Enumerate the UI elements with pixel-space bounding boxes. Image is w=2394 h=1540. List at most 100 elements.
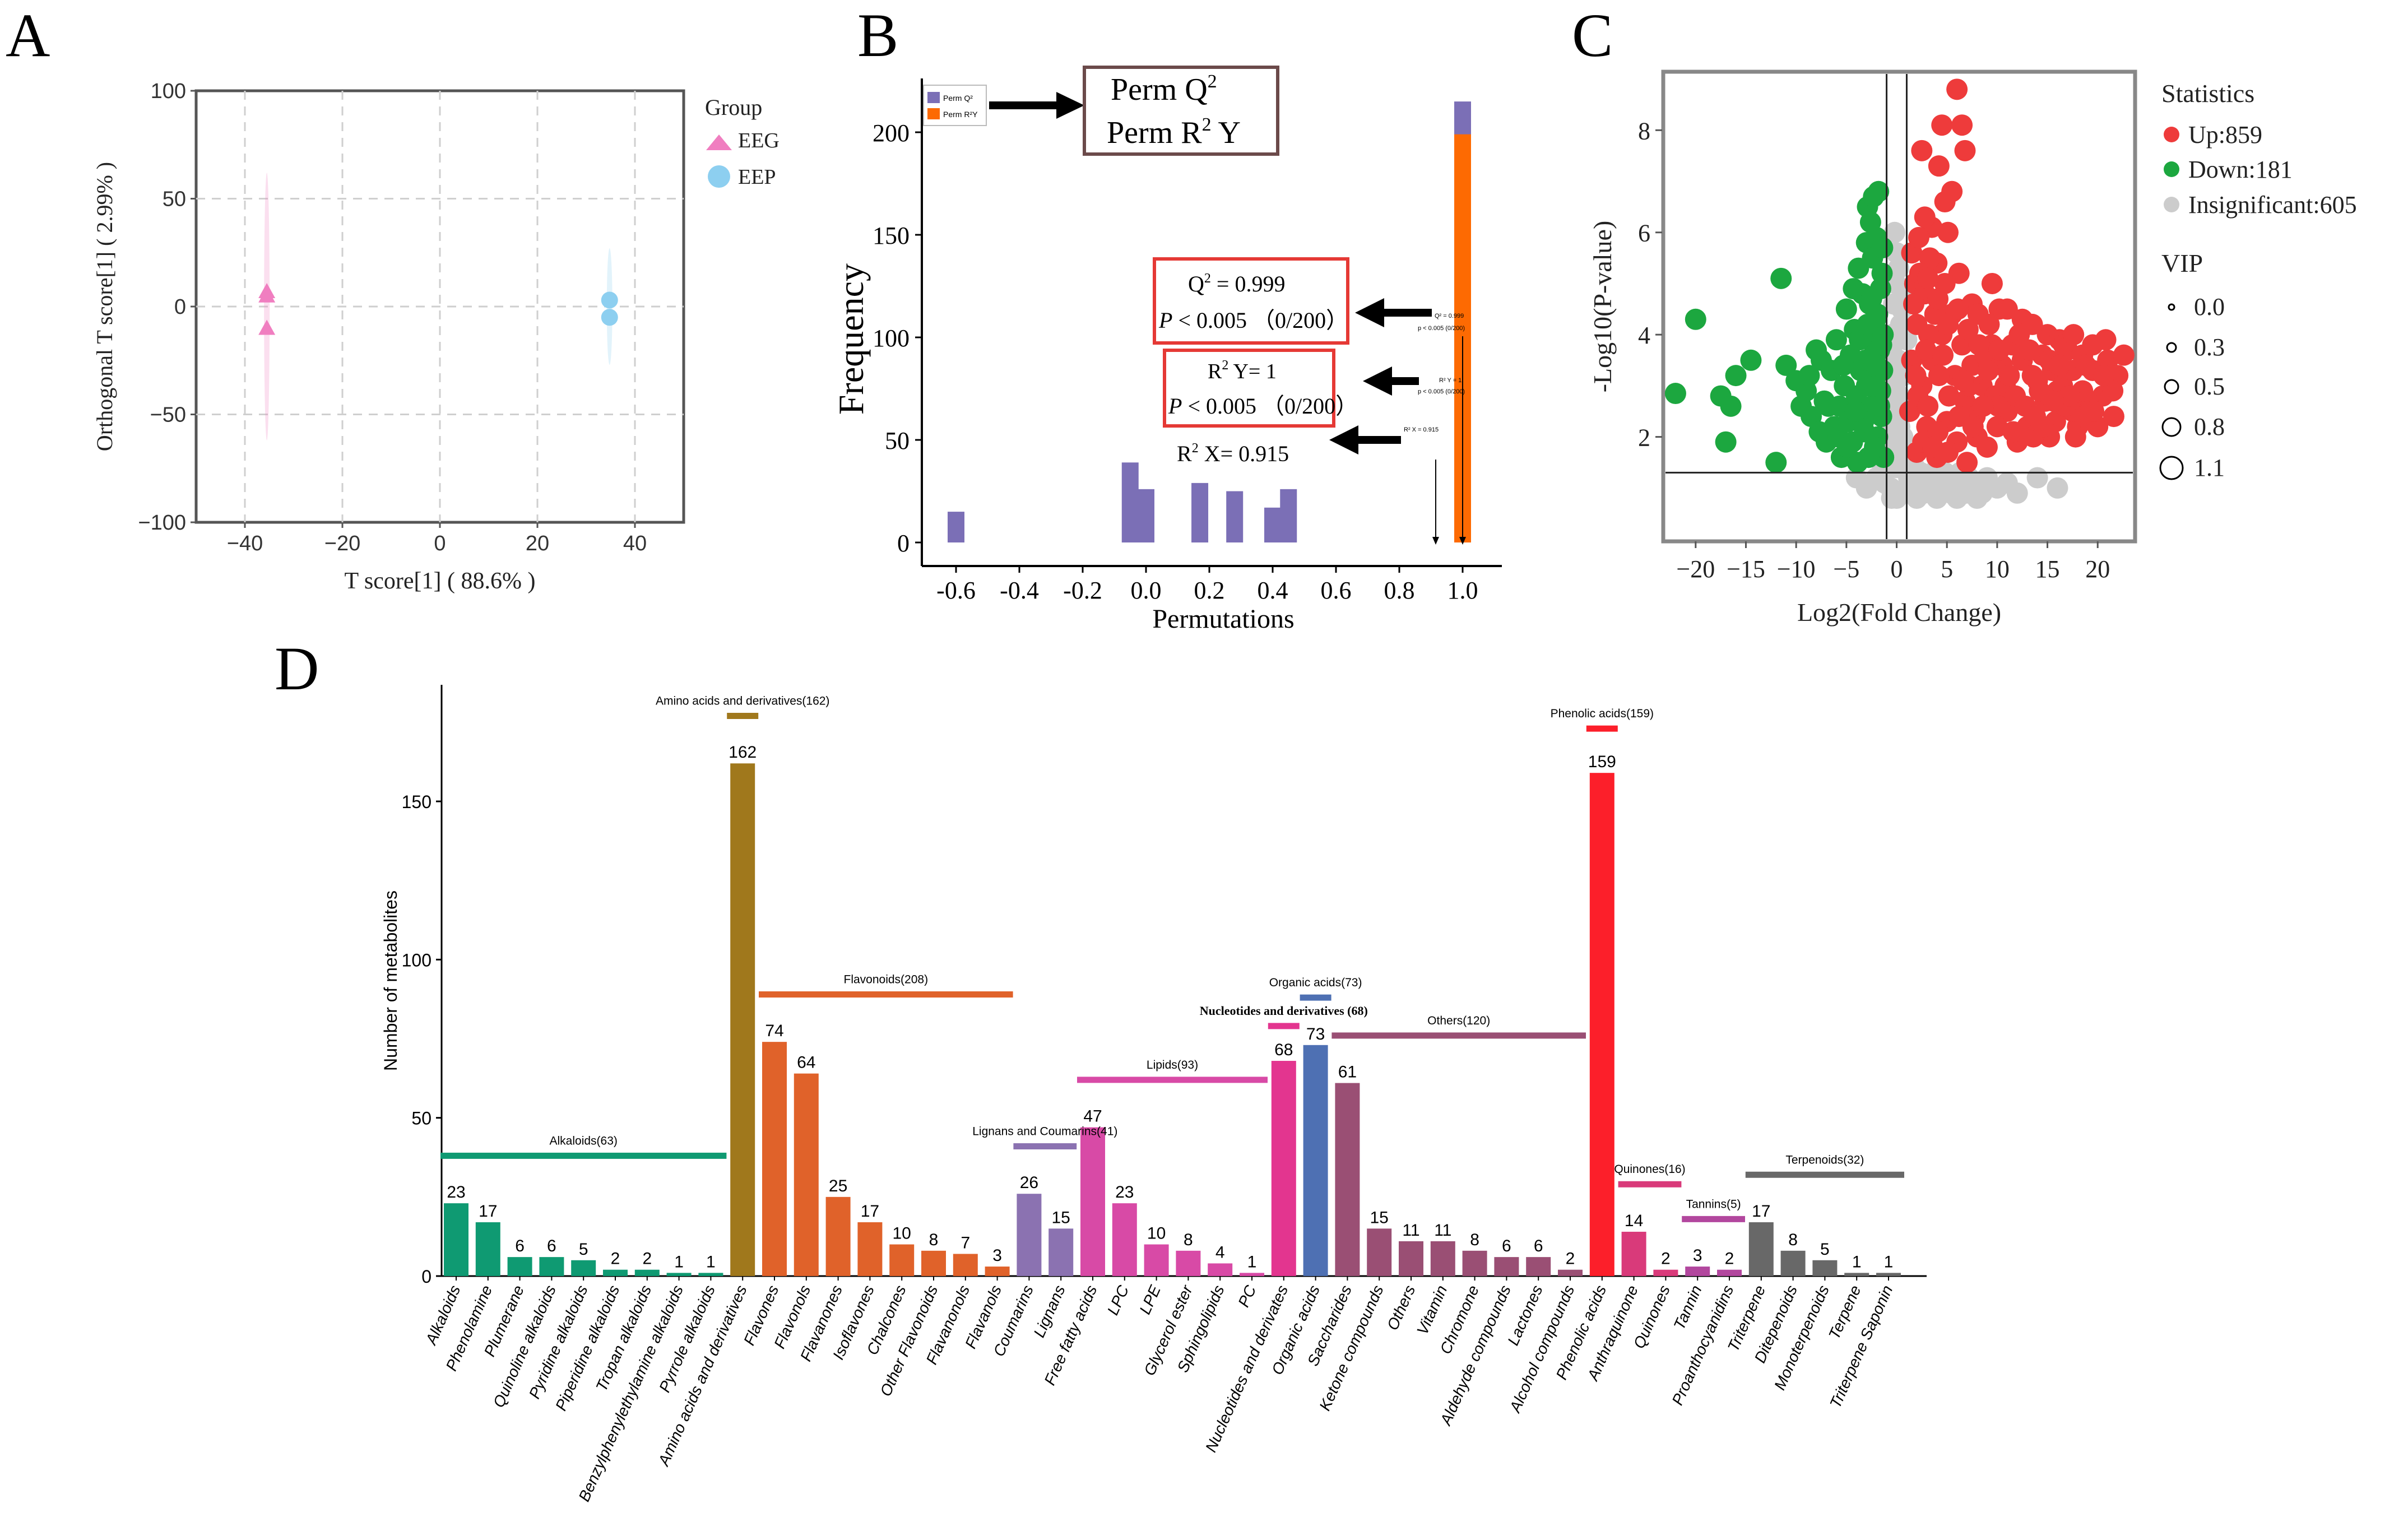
- panel-d-y-ticks: 0 50 100 150: [402, 792, 442, 1287]
- panel-d-bar-value-label: 6: [515, 1237, 525, 1255]
- panel-letter-a: A: [6, 1, 50, 69]
- panel-d-y-axis-label: Number of metabolites: [381, 890, 401, 1071]
- panel-c-point-down: [1836, 436, 1858, 458]
- panel-b-perm-q2-sup: 2: [1208, 71, 1217, 92]
- panel-c-point-down: [1861, 288, 1882, 310]
- panel-b-perm-r2y-text-a: Perm R: [1107, 115, 1202, 150]
- panel-c-point-insignificant: [2026, 467, 2048, 489]
- panel-a-group-ellipses: [264, 173, 613, 440]
- panel-c-point-up: [1977, 360, 1999, 382]
- panel-b-x-tick-label: 0.2: [1194, 577, 1225, 604]
- panel-c-point-up: [1915, 339, 1937, 361]
- panel-d-bar: [730, 763, 755, 1276]
- panel-d-group-label: Amino acids and derivatives(162): [656, 695, 830, 708]
- panel-a-x-axis-label: T score[1] ( 88.6% ): [345, 568, 536, 594]
- panel-b-q2-value-line: Q2 = 0.999: [1188, 271, 1285, 296]
- panel-d-bar-value-label: 2: [1566, 1250, 1575, 1268]
- panel-d-bar: [1558, 1269, 1583, 1276]
- panel-b-annotation-arrows: [1329, 298, 1432, 454]
- panel-c-point-down: [1825, 329, 1847, 351]
- panel-d-bar: [1335, 1083, 1360, 1276]
- panel-b-x-axis-label: Permutations: [1152, 604, 1294, 634]
- panel-a-legend-label-eeg: EEG: [738, 129, 780, 152]
- panel-d-bar: [603, 1269, 628, 1276]
- panel-d-bar: [1303, 1045, 1328, 1276]
- panel-a-x-tick-label: 40: [623, 532, 647, 555]
- panel-c-point-up: [2063, 324, 2085, 346]
- panel-d-bar: [634, 1269, 660, 1276]
- panel-b-bars: [948, 101, 1471, 543]
- panel-a-opls-da-score-plot: −40 −20 0 20 40 −100 −50 0 50 100 T score[1] ( 8…: [92, 80, 780, 594]
- panel-b-bar-perm-q2: [1191, 483, 1209, 542]
- panel-c-point-up: [2093, 365, 2114, 387]
- panel-d-group-label: Alkaloids(63): [550, 1134, 618, 1147]
- panel-c-x-tick-label: 15: [2035, 555, 2060, 583]
- panel-d-bar-value-label: 15: [1052, 1208, 1070, 1227]
- panel-c-down-points: [1664, 180, 1895, 474]
- panel-b-legend-arrowhead-icon: [1056, 92, 1084, 119]
- panel-a-x-tick-label: −40: [227, 532, 263, 555]
- panel-d-bar: [1208, 1263, 1233, 1276]
- panel-c-point-up: [1986, 416, 2008, 438]
- panel-c-point-insignificant: [1926, 488, 1948, 509]
- panel-c-point-down: [1844, 400, 1866, 422]
- panel-c-point-up: [2059, 385, 2081, 407]
- panel-c-point-up: [1956, 452, 1978, 474]
- panel-a-gridlines: [196, 91, 684, 522]
- panel-c-point-up: [1938, 385, 1960, 407]
- panel-c-point-down: [1871, 262, 1893, 284]
- panel-d-bar: [475, 1222, 500, 1276]
- panel-c-point-insignificant: [1906, 488, 1928, 509]
- panel-d-bar-value-label: 74: [765, 1022, 783, 1040]
- panel-d-bar-value-label: 15: [1370, 1208, 1389, 1227]
- panel-b-q2-box-frame: [1153, 257, 1349, 345]
- panel-b-y-tick-label: 200: [873, 119, 910, 147]
- panel-b-r2y-p-line: P < 0.005 （0/200）: [1168, 393, 1358, 419]
- panel-b-q2-box: Q2 = 0.999 P < 0.005 （0/200）: [1153, 257, 1349, 345]
- panel-a-y-tick-label: 0: [174, 295, 186, 319]
- panel-b-small-r2y: R² Y = 1: [1439, 377, 1462, 384]
- panel-b-q2-sup: 2: [1204, 271, 1211, 286]
- panel-b-r2y-p-text: < 0.005 （0/200）: [1182, 393, 1358, 419]
- panel-a-points: [258, 283, 618, 335]
- panel-c-point-up: [1919, 247, 1941, 269]
- panel-d-y-tick-label: 0: [421, 1267, 432, 1287]
- panel-b-r2y-text-a: R: [1208, 360, 1222, 383]
- panel-c-point-up: [1987, 395, 2009, 417]
- panel-c-point-down: [1770, 267, 1792, 289]
- panel-c-size-icon-4: [2159, 456, 2184, 480]
- panel-c-size-icon-0: [2168, 303, 2175, 311]
- panel-d-bar-value-label: 1: [1247, 1253, 1257, 1271]
- panel-c-size-label-0: 0.0: [2194, 293, 2225, 321]
- panel-d-bar-value-label: 6: [547, 1237, 556, 1255]
- panel-c-point-up: [1952, 370, 1974, 392]
- panel-d-bar: [1812, 1260, 1838, 1276]
- panel-a-legend: Group EEG EEP: [705, 95, 780, 189]
- panel-d-group-label: Terpenoids(32): [1785, 1153, 1864, 1166]
- panel-d-bar: [1240, 1273, 1264, 1276]
- panel-b-legend-label-r2y: Perm R²Y: [943, 110, 978, 119]
- panel-c-point-down: [1775, 354, 1797, 376]
- panel-d-bar: [1176, 1250, 1201, 1276]
- panel-a-legend-triangle-icon: [706, 134, 732, 150]
- panel-d-bar-value-label: 1: [674, 1253, 684, 1271]
- panel-b-q2-text-b: = 0.999: [1211, 271, 1286, 296]
- panel-c-y-tick-label: 8: [1638, 117, 1650, 145]
- panel-d-bar: [444, 1203, 468, 1276]
- panel-d-bar-value-label: 7: [961, 1233, 970, 1252]
- panel-b-bar-perm-q2: [1226, 491, 1244, 542]
- panel-b-r2x-text-a: R: [1177, 441, 1192, 466]
- panel-b-bar-perm-q2: [1264, 507, 1281, 542]
- panel-a-point-eeg: [258, 287, 276, 303]
- panel-d-bar-value-label: 4: [1215, 1243, 1225, 1261]
- panel-c-point-insignificant: [1883, 221, 1905, 243]
- panel-c-point-up: [2102, 380, 2124, 402]
- panel-b-x-tick-label: -0.6: [936, 577, 976, 604]
- panel-d-bar: [1621, 1231, 1646, 1276]
- panel-b-y-tick-label: 150: [873, 222, 910, 249]
- panel-c-point-down: [1872, 237, 1894, 259]
- panel-d-bar-value-label: 25: [829, 1177, 847, 1195]
- panel-c-point-down: [1720, 395, 1742, 417]
